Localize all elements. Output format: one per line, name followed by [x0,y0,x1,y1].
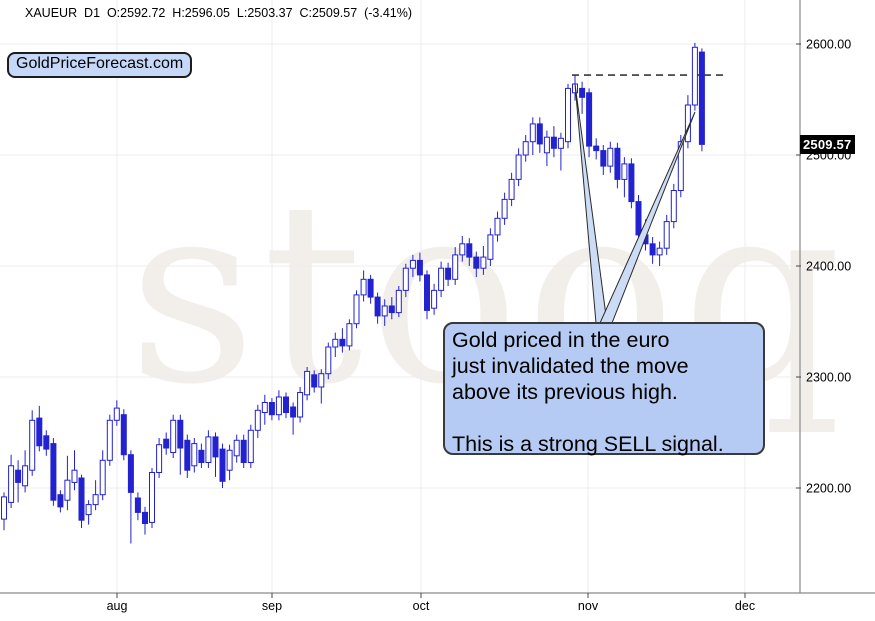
axes-layer [0,0,875,594]
svg-text:oct: oct [413,599,430,613]
callout-spacer [452,405,756,431]
svg-text:sep: sep [262,599,282,613]
svg-text:dec: dec [735,599,755,613]
candles-layer [1,42,705,544]
svg-text:2400.00: 2400.00 [806,260,851,274]
annotation-callout: Gold priced in the euro just invalidated… [443,322,765,456]
callout-line-3: above its previous high. [452,380,678,404]
svg-text:2600.00: 2600.00 [806,38,851,52]
callout-line-2: just invalidated the move [452,354,689,378]
current-price-tag: 2509.57 [800,135,856,154]
ohlc-header: XAUEUR D1 O:2592.72 H:2596.05 L:2503.37 … [25,6,413,20]
x-axis-labels: aug sep oct nov dec [107,593,755,613]
svg-text:2200.00: 2200.00 [806,482,851,496]
brand-badge[interactable]: GoldPriceForecast.com [7,52,193,78]
callout-line-4: This is a strong SELL signal. [452,432,724,456]
svg-text:aug: aug [107,599,128,613]
svg-text:nov: nov [578,599,599,613]
svg-text:2300.00: 2300.00 [806,371,851,385]
callout-line-1: Gold priced in the euro [452,328,670,352]
